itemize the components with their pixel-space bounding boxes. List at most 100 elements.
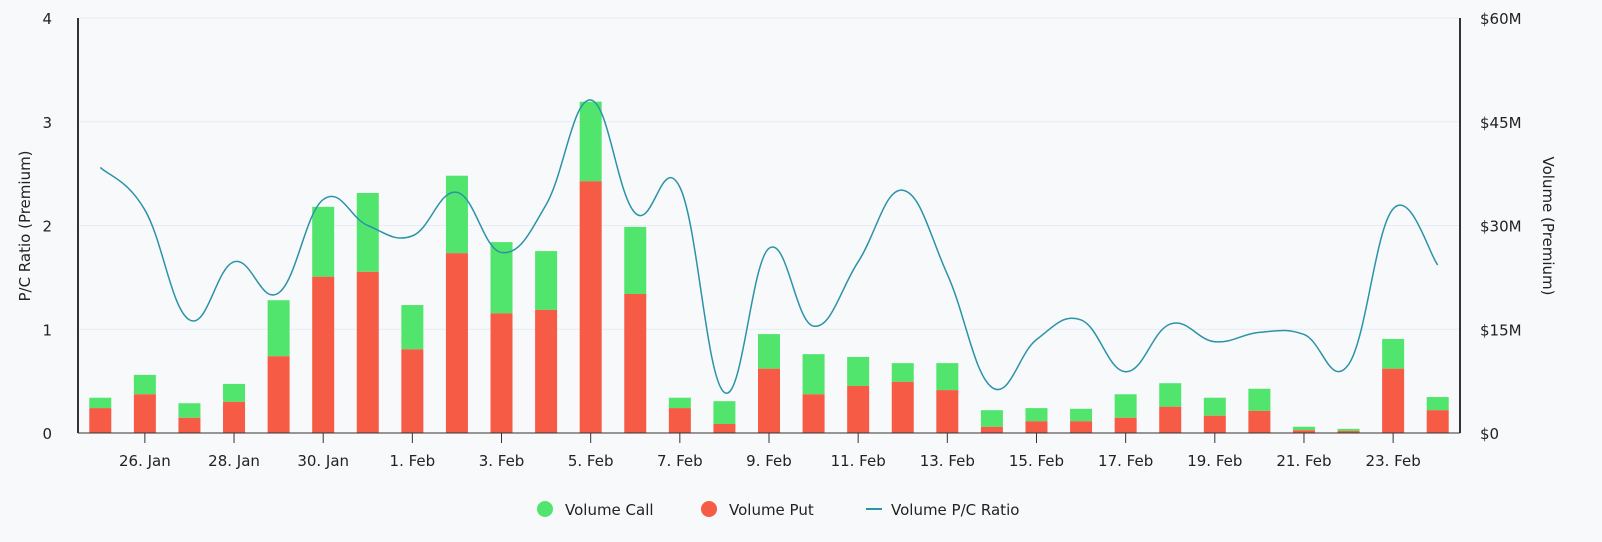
x-axis-tick-label: 13. Feb [920,452,975,470]
bar-volume-call [445,175,468,254]
bar-volume-put [445,253,468,433]
x-axis-tick-label: 28. Jan [208,452,260,470]
bar-volume-put [980,426,1003,433]
bar-volume-put [579,181,602,433]
bar-volume-put [1292,430,1315,433]
legend-label-call: Volume Call [565,501,654,519]
legend-item-pc-ratio[interactable]: Volume P/C Ratio [866,501,1019,519]
bar-volume-call [490,242,513,314]
bar-volume-put [1426,410,1449,433]
bar-volume-put [1337,430,1360,433]
bar-volume-put [1025,421,1048,433]
bar-volume-put [1114,417,1137,433]
bar-volume-call [936,363,959,391]
x-axis-tick-label: 11. Feb [831,452,886,470]
bar-volume-call [758,334,780,369]
bar-volume-put [847,385,870,433]
x-axis-tick-label: 23. Feb [1366,452,1421,470]
x-axis-tick-label: 19. Feb [1187,452,1242,470]
bar-volume-put [1248,410,1271,433]
bar-volume-call [223,383,246,402]
legend-label-put: Volume Put [729,501,814,519]
left-axis-tick-label: 1 [42,321,52,339]
legend-item-volume-put[interactable]: Volume Put [701,501,814,519]
legend-item-volume-call[interactable]: Volume Call [537,501,654,519]
x-axis-tick-label: 5. Feb [568,452,614,470]
bar-volume-call [535,251,558,310]
bar-volume-put [312,276,335,433]
x-axis-tick-label: 26. Jan [119,452,171,470]
bar-volume-call [1248,388,1271,411]
left-axis-tick-label: 4 [42,10,52,28]
bar-volume-call [1114,394,1137,418]
bar-volume-put [758,368,780,433]
left-axis-tick-label: 0 [42,425,52,443]
x-axis-tick-label: 21. Feb [1276,452,1331,470]
x-axis-tick-label: 3. Feb [479,452,525,470]
bar-volume-put [401,349,424,433]
bar-volume-put [624,293,647,433]
legend-marker-put [701,501,717,517]
bar-volume-call [1203,397,1226,416]
bar-volume-call [713,401,736,425]
bar-volume-call [1025,408,1048,422]
bar-volume-call [1426,397,1449,411]
x-axis-tick-label: 15. Feb [1009,452,1064,470]
bar-volume-put [802,394,825,433]
bar-volume-put [133,394,156,433]
bar-volume-call [133,374,156,395]
bar-volume-put [178,417,201,433]
bar-volume-call [980,410,1003,427]
bar-volume-call [624,226,647,294]
bar-volume-call [267,300,290,357]
bar-volume-call [1382,338,1405,369]
right-axis-tick-label: $60M [1480,10,1522,28]
bar-volume-put [267,356,290,433]
x-axis-tick-label: 17. Feb [1098,452,1153,470]
bar-volume-call [847,356,870,386]
bar-volume-put [1070,421,1093,433]
bar-volume-call [891,363,914,382]
x-axis-tick-label: 1. Feb [390,452,436,470]
bar-volume-put [490,313,513,433]
bar-volume-call [668,397,691,409]
bar-volume-put [713,424,736,433]
x-axis-tick-label: 9. Feb [746,452,792,470]
bar-volume-put [1203,415,1226,433]
legend-label-ratio: Volume P/C Ratio [891,501,1019,519]
bar-volume-call [1070,408,1093,422]
right-axis-tick-label: $15M [1480,321,1522,339]
x-axis-tick-label: 30. Jan [297,452,349,470]
bar-volume-put [89,408,112,433]
bar-volume-call [356,192,379,272]
bar-volume-put [535,309,558,433]
pc-ratio-line-path [99,99,1439,394]
bar-volume-put [1159,406,1182,433]
bar-volume-call [89,397,112,409]
bar-volume-call [1292,426,1315,431]
left-axis-tick-label: 3 [42,114,52,132]
right-axis-tick-label: $30M [1480,218,1522,236]
bar-volume-call [312,206,335,277]
bar-volume-call [579,101,602,182]
legend-marker-call [537,501,553,517]
right-axis-tick-label: $45M [1480,114,1522,132]
left-axis-tick-label: 2 [42,218,52,236]
bar-volume-call [1159,383,1182,407]
bar-volume-put [356,271,379,433]
x-axis-tick-label: 7. Feb [657,452,703,470]
bar-volume-call [1337,428,1360,431]
bar-volume-put [891,381,914,433]
bars [89,101,1449,433]
bar-volume-put [1382,368,1405,433]
axes: 0 1 2 3 4 $0 $15M $30M $45M $60M 26. Jan 28. Jan 30.… [42,10,1521,470]
bar-volume-put [668,408,691,433]
bar-volume-call [178,403,201,418]
right-axis-tick-label: $0 [1480,425,1499,443]
bar-volume-put [223,401,246,433]
left-axis-title: P/C Ratio (Premium) [16,150,34,301]
grid-lines [78,17,1460,330]
bar-volume-call [802,354,825,395]
bar-volume-put [936,390,959,433]
